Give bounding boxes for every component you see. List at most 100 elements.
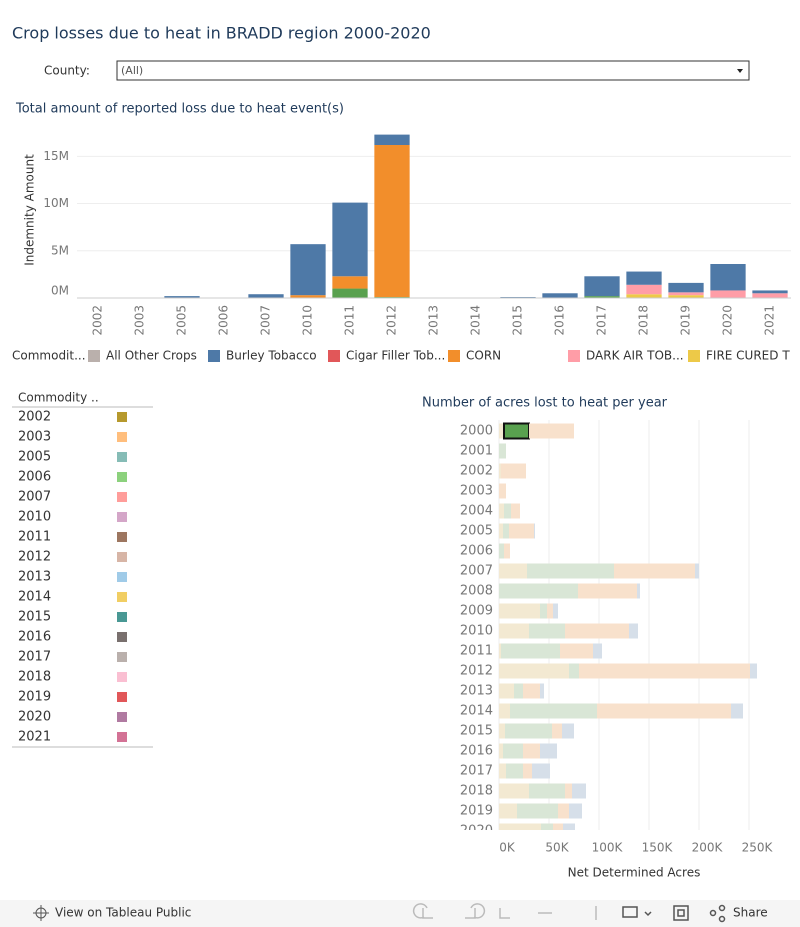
dropdown-arrow[interactable] [737, 69, 743, 73]
legend-label: 2019 [18, 690, 51, 705]
share-link[interactable]: Share [733, 906, 768, 920]
bar-segment [565, 783, 572, 799]
bar-segment [626, 271, 662, 285]
y-tick-label: 2015 [460, 724, 493, 739]
bar-segment [523, 683, 540, 699]
legend-swatch [448, 350, 460, 362]
bar-segment [731, 703, 743, 719]
x-tick-label: 2021 [763, 305, 777, 336]
bar-segment [499, 483, 506, 499]
bar-segment [499, 763, 506, 779]
legend-label: 2016 [18, 630, 51, 645]
legend-label: 2017 [18, 650, 51, 665]
tableau-icon[interactable] [33, 905, 49, 921]
bar-segment [504, 503, 511, 519]
bar-segment [504, 543, 510, 559]
filter-dropdown[interactable] [116, 60, 750, 81]
toolbar-icons[interactable] [622, 904, 726, 923]
legend-swatch [568, 350, 580, 362]
bar-segment [552, 723, 562, 739]
bar-segment [752, 293, 788, 298]
y-tick-label: 2019 [460, 804, 493, 819]
bar-segment [499, 563, 527, 579]
y-tick-label: 2005 [460, 524, 493, 539]
legend-label: 2013 [18, 570, 51, 585]
legend-label: 2010 [18, 510, 51, 525]
bar-segment [332, 202, 368, 277]
y-tick-label: 2016 [460, 744, 493, 759]
bar-segment [499, 743, 503, 759]
x-tick-label: 2015 [511, 305, 525, 336]
bar-segment [499, 423, 504, 439]
view-link[interactable]: View on Tableau Public [55, 906, 191, 920]
bar-segment [332, 276, 368, 289]
bar-segment [529, 783, 565, 799]
legend-label: Cigar Filler Tob... [346, 349, 445, 363]
x-tick-label: 2007 [259, 305, 273, 336]
bar-segment [572, 783, 586, 799]
bar-segment [578, 583, 637, 599]
filter-value[interactable]: (All) [121, 64, 143, 77]
legend-swatch [117, 632, 127, 642]
legend-swatch [208, 350, 220, 362]
y-tick-label: 2001 [460, 444, 493, 459]
legend-label: 2014 [18, 590, 51, 605]
legend-swatch [117, 412, 127, 422]
bar-segment [540, 683, 544, 699]
y-tick-label: 2010 [460, 624, 493, 639]
bar-segment [710, 290, 746, 298]
bar-segment [506, 763, 523, 779]
legend: All Other Crops Burley Tobacco Cigar Fille… [88, 349, 799, 363]
bar-segment [569, 803, 582, 819]
bar-segment [501, 463, 526, 479]
bar-segment [710, 264, 746, 291]
bar-segment [534, 523, 535, 539]
x-axis-title: Net Determined Acres [568, 866, 701, 880]
legend-label: DARK AIR TOB... [586, 349, 684, 363]
bar-segment [584, 296, 620, 298]
legend-label: 2005 [18, 450, 51, 465]
bar-segment [499, 683, 514, 699]
x-tick-label: 2018 [637, 305, 651, 336]
y-tick-label: 2008 [460, 584, 493, 599]
bar-segment [499, 543, 504, 559]
bar-segment [164, 296, 200, 298]
bar-segment [499, 603, 540, 619]
y-tick-label: 2011 [460, 644, 493, 659]
x-tick-label: 2010 [301, 305, 315, 336]
bar-segment [505, 723, 552, 739]
legend-label: 2021 [18, 730, 51, 745]
y-tick-label: 2018 [460, 784, 493, 799]
bar-segment [499, 643, 501, 659]
x-tick-label: 150K [642, 841, 674, 855]
legend-label: 2015 [18, 610, 51, 625]
bar-segment [499, 823, 541, 830]
bar-segment [542, 293, 578, 298]
legend-label: CORN [466, 349, 501, 363]
x-tick-label: 2017 [595, 305, 609, 336]
bar-segment [523, 763, 532, 779]
legend-swatch [117, 472, 127, 482]
y-tick-label: 2000 [460, 424, 493, 439]
legend-swatch [117, 672, 127, 682]
bar-segment [695, 563, 699, 579]
legend-swatch [328, 350, 340, 362]
toolbar-icons[interactable] [412, 903, 597, 920]
y-axis-title: Indemnity Amount [23, 154, 37, 266]
bar-segment [637, 583, 640, 599]
y-tick-label: 5M [51, 243, 69, 257]
bar-segment [562, 723, 574, 739]
legend-label: FIRE CURED TO [706, 349, 799, 363]
bar-segment [499, 623, 529, 639]
bar-segment [579, 663, 750, 679]
x-tick-label: 2011 [343, 305, 357, 336]
bar-segment [668, 295, 704, 298]
filter-label: County: [44, 64, 90, 78]
x-tick-label: 2014 [469, 305, 483, 336]
legend-label: All Other Crops [106, 349, 197, 363]
legend-swatch [117, 692, 127, 702]
bar-segment [501, 643, 560, 659]
bar-segment [626, 294, 662, 298]
bar-segment [614, 563, 695, 579]
bar-segment [374, 145, 410, 298]
